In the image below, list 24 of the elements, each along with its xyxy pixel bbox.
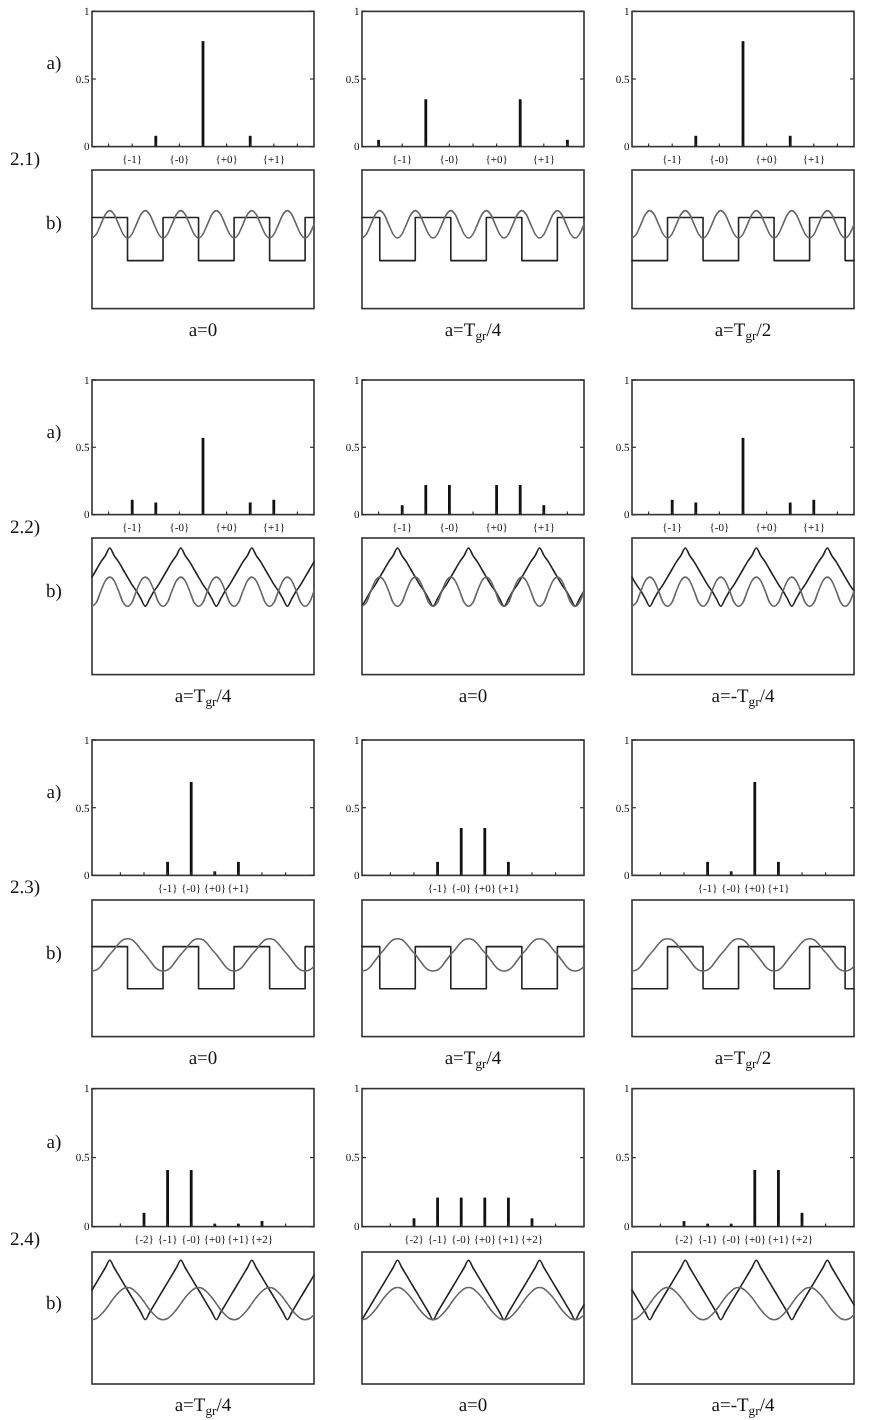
x-axis-title: a=0 (458, 687, 488, 708)
x-axis-title: a=T$_{gr}$/4 (444, 1049, 502, 1071)
x-axis-title: a=T$_{gr}$/4 (174, 687, 232, 709)
y-axis-title: b) (46, 215, 62, 236)
y-axis-title: a) (46, 423, 62, 444)
y-axis-title: b) (46, 582, 62, 603)
y-axis-title: a) (46, 1133, 62, 1154)
x-axis-title: a=T$_{gr}$/2 (714, 1049, 772, 1071)
y-axis-title: b) (46, 1294, 62, 1315)
y-axis-title: a) (46, 784, 62, 805)
x-axis-title: a=0 (458, 1397, 488, 1417)
x-axis-title: a=0 (188, 321, 218, 342)
text: 2.4) (10, 1230, 41, 1251)
text: 2.1) (10, 150, 41, 171)
x-axis-title: a=T$_{gr}$/2 (714, 321, 772, 343)
x-axis-title: a=-T$_{gr}$/4 (711, 687, 775, 709)
x-axis-title: a=-T$_{gr}$/4 (711, 1397, 775, 1419)
x-axis-title: a=0 (188, 1049, 218, 1070)
x-axis-title: a=T$_{gr}$/4 (444, 321, 502, 343)
x-axis-title: a=T$_{gr}$/4 (174, 1397, 232, 1419)
text: 2.3) (10, 879, 41, 900)
text: 2.2) (10, 518, 41, 539)
y-axis-title: a) (46, 55, 62, 76)
y-axis-title: b) (46, 944, 62, 965)
